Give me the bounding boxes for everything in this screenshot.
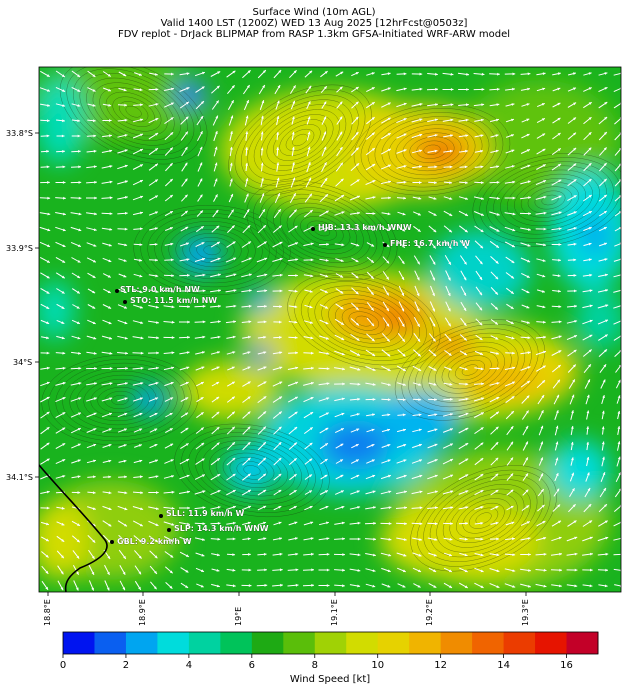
lat-label-33-8: 33.8°S: [6, 129, 33, 138]
colorbar-segment: [535, 632, 568, 654]
colorbar-tick-label: 14: [497, 660, 510, 671]
colorbar-tick-label: 0: [59, 660, 67, 671]
station-stl[interactable]: STL: 9.0 km/h NW: [115, 285, 200, 294]
station-fhe[interactable]: FHE: 16.7 km/h W: [383, 239, 470, 248]
station-label-sll: SLL: 11.9 km/h W: [166, 509, 245, 518]
lon-label-19-2: 19.2°E: [425, 599, 434, 626]
axis-ticks: [35, 132, 527, 596]
station-slp[interactable]: SLP: 14.3 km/h WNW: [167, 524, 269, 533]
colorbar-segment: [503, 632, 536, 654]
colorbar-segment: [157, 632, 190, 654]
station-label-stl: STL: 9.0 km/h NW: [120, 285, 200, 294]
title-line-1: Surface Wind (10m AGL): [252, 7, 376, 18]
colorbar-segment: [566, 632, 599, 654]
title-line-2: Valid 1400 LST (1200Z) WED 13 Aug 2025 […: [160, 18, 468, 29]
wind-vectors: [39, 69, 621, 591]
colorbar-segment: [314, 632, 347, 654]
lat-label-33-9: 33.9°S: [6, 244, 33, 253]
station-sto[interactable]: STO: 11.5 km/h NW: [123, 296, 217, 305]
station-hjb[interactable]: HJB: 13.3 km/h WNW: [311, 223, 412, 232]
colorbar-segment: [94, 632, 127, 654]
lon-label-19-1: 19.1°E: [330, 599, 339, 626]
station-label-fhe: FHE: 16.7 km/h W: [390, 239, 470, 248]
colorbar-tick-label: 16: [560, 660, 573, 671]
colorbar-segment: [283, 632, 316, 654]
station-markers: HJB: 13.3 km/h WNW FHE: 16.7 km/h W STL:…: [110, 223, 470, 546]
colorbar-tick-label: 2: [122, 660, 130, 671]
station-label-gbl: GBL: 9.2 km/h W: [117, 537, 192, 546]
colorbar-segment: [377, 632, 410, 654]
colorbar-segment: [409, 632, 442, 654]
terrain-contours: [41, 67, 621, 572]
colorbar-segment: [472, 632, 505, 654]
colorbar: [63, 632, 599, 654]
wind-speed-field: [39, 67, 621, 592]
lat-label-34: 34°S: [13, 358, 33, 367]
station-sll[interactable]: SLL: 11.9 km/h W: [159, 509, 245, 518]
colorbar-frame: [62, 631, 599, 655]
colorbar-tick-label: 12: [434, 660, 447, 671]
colorbar-label: Wind Speed [kt]: [289, 674, 371, 685]
lon-label-18-8: 18.8°E: [43, 599, 52, 626]
colorbar-segment: [125, 632, 158, 654]
coastline: [39, 464, 108, 592]
colorbar-tick-label: 8: [311, 660, 318, 671]
colorbar-tick-label: 6: [248, 660, 255, 671]
lat-label-34-1: 34.1°S: [6, 473, 33, 482]
colorbar-tick-label: 4: [185, 660, 193, 671]
station-label-sto: STO: 11.5 km/h NW: [130, 296, 217, 305]
station-label-hjb: HJB: 13.3 km/h WNW: [318, 223, 412, 232]
colorbar-ticks: [62, 654, 567, 658]
station-label-slp: SLP: 14.3 km/h WNW: [174, 524, 269, 533]
colorbar-segment: [346, 632, 379, 654]
lon-label-18-9: 18.9°E: [138, 599, 147, 626]
colorbar-segment: [63, 632, 95, 654]
title-line-3: FDV replot - DrJack BLIPMAP from RASP 1.…: [117, 29, 511, 40]
colorbar-tick-label: 10: [371, 660, 385, 671]
map-frame: [38, 66, 622, 593]
colorbar-segment: [440, 632, 473, 654]
colorbar-segment: [251, 632, 284, 654]
lon-label-19-3: 19.3°E: [521, 599, 530, 626]
lon-label-19: 19°E: [234, 606, 243, 626]
colorbar-segment: [220, 632, 253, 654]
colorbar-segment: [188, 632, 221, 654]
station-gbl[interactable]: GBL: 9.2 km/h W: [110, 537, 192, 546]
